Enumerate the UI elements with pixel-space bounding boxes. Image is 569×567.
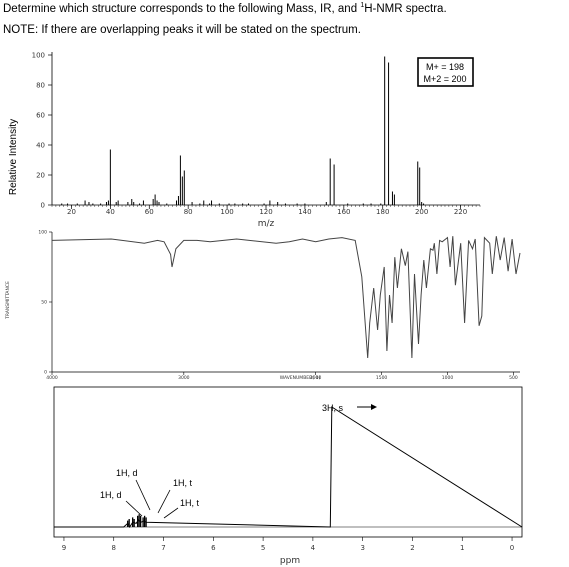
doublet-label-1: 1H, d <box>116 468 138 478</box>
nmr-x-tick-label: 2 <box>410 544 414 552</box>
mass-y-tick-label: 20 <box>36 172 45 180</box>
ir-x-tick-label: 1500 <box>376 375 388 381</box>
t2-arrow <box>163 507 179 519</box>
nmr-x-tick-label: 0 <box>510 544 514 552</box>
nmr-x-tick-label: 3 <box>360 544 364 552</box>
mass-x-tick-label: 180 <box>376 208 389 216</box>
ir-x-tick-label: 4000 <box>46 375 58 381</box>
nmr-aromatic-multiplets <box>127 514 147 527</box>
mass-ylabel: Relative Intensity <box>8 119 19 195</box>
mass-x-tick-label: 200 <box>415 208 428 216</box>
ir-x-tick-label: 1000 <box>442 375 454 381</box>
question-text: Determine which structure corresponds to… <box>3 2 447 15</box>
singlet-label: 3H, s <box>322 403 344 413</box>
mass-bars <box>61 56 425 205</box>
mass-y-tick-label: 100 <box>32 52 45 60</box>
nmr-x-tick-label: 6 <box>211 544 216 552</box>
mass-x-tick-label: 100 <box>220 208 233 216</box>
ir-y-tick-label: 100 <box>38 230 47 236</box>
mass-xlabel: m/z <box>258 219 275 229</box>
note-text: NOTE: If there are overlapping peaks it … <box>3 24 361 36</box>
ir-trace <box>51 236 521 359</box>
nmr-x-tick-label: 8 <box>112 544 116 552</box>
nmr-x-tick-label: 1 <box>460 544 464 552</box>
triplet-label-1: 1H, t <box>173 478 193 488</box>
nmr-spectrum: 9 8 7 6 5 4 3 2 1 0 ppm 3H, s 1H, d 1H, d 1H, t 1… <box>53 386 523 566</box>
nmr-x-tick-label: 7 <box>161 544 165 552</box>
ir-ylabel: TRANSMITTANCE <box>5 281 11 320</box>
mass-x-tick-label: 140 <box>298 208 311 216</box>
ir-y-ticks: 100 50 0 <box>38 230 52 376</box>
ir-x-tick-label: 2000 <box>310 375 322 381</box>
mass-y-tick-label: 80 <box>36 82 45 90</box>
mass-y-ticks: 100 80 60 40 20 0 <box>32 52 52 210</box>
mass-x-tick-label: 160 <box>337 208 350 216</box>
ir-y-tick-label: 50 <box>41 300 47 306</box>
nmr-x-tick-label: 9 <box>62 544 66 552</box>
mass-x-tick-label: 220 <box>454 208 467 216</box>
triplet-label-2: 1H, t <box>180 498 200 508</box>
d1-arrow <box>135 479 151 511</box>
nmr-frame <box>53 386 523 538</box>
mass-x-ticks: 20 40 60 80 100 120 140 160 180 200 220 <box>51 205 481 216</box>
singlet-arrowhead <box>371 404 377 410</box>
ir-y-tick-label: 0 <box>44 370 47 376</box>
nmr-x-tick-label: 5 <box>261 544 265 552</box>
molecular-ion-box <box>417 57 474 87</box>
nmr-x-ticks: 9 8 7 6 5 4 3 2 1 0 <box>62 537 514 552</box>
ir-x-ticks: 4000 3000 2000 1500 1000 500 <box>46 372 518 381</box>
mass-y-tick-label: 0 <box>41 202 45 210</box>
nmr-xlabel: ppm <box>280 556 300 566</box>
mass-x-tick-label: 40 <box>106 208 115 216</box>
m-plus-2-label: M+2 = 200 <box>423 74 466 84</box>
d2-arrow <box>125 500 143 517</box>
m-plus-label: M+ = 198 <box>426 62 464 72</box>
ir-x-tick-label: 500 <box>509 375 518 381</box>
nmr-trace <box>54 406 523 528</box>
mass-x-tick-label: 60 <box>145 208 154 216</box>
mass-x-tick-label: 80 <box>184 208 193 216</box>
doublet-label-2: 1H, d <box>100 490 122 500</box>
ir-x-tick-label: 3000 <box>178 375 190 381</box>
mass-y-tick-label: 40 <box>36 142 45 150</box>
ir-xlabel: WAVENUMBER(-1) <box>280 375 321 381</box>
t1-arrow <box>157 489 171 514</box>
mass-y-tick-label: 60 <box>36 112 45 120</box>
nmr-x-tick-label: 4 <box>311 544 316 552</box>
mass-x-tick-label: 120 <box>259 208 272 216</box>
mass-x-tick-label: 20 <box>67 208 76 216</box>
